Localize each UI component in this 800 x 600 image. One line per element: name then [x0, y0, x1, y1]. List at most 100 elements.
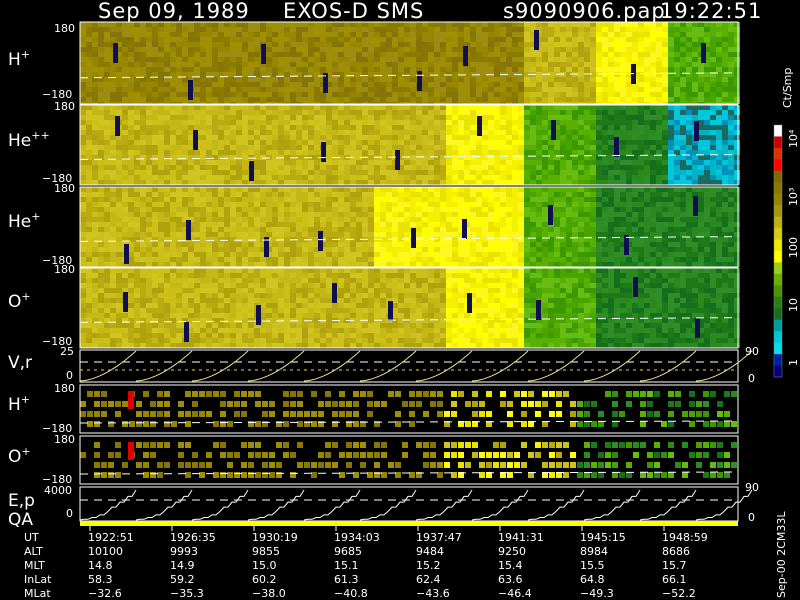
spectrogram-cell — [134, 197, 140, 202]
spectrogram-cell — [656, 37, 662, 42]
spectrogram-cell — [284, 197, 290, 202]
spectrogram-cell — [320, 27, 326, 32]
spectrogram-cell — [614, 57, 620, 62]
spectrogram-cell — [398, 92, 404, 97]
spectrogram-mark — [551, 120, 556, 140]
spectrogram-cell — [536, 192, 542, 197]
spectrogram-cell — [374, 170, 380, 175]
spectrogram-cell — [296, 202, 302, 207]
spectrogram-cell — [104, 120, 110, 125]
spectrogram-cell — [326, 32, 332, 37]
spectrogram-cell — [422, 42, 428, 47]
spectrogram-cell — [638, 155, 644, 160]
spectrogram-cell — [386, 105, 392, 110]
spectrogram-cell — [284, 32, 290, 37]
spectrogram-cell — [290, 170, 296, 175]
spectrogram-cell — [680, 130, 686, 135]
spectrogram-cell — [464, 202, 470, 207]
spectrogram-cell — [260, 192, 266, 197]
spectrogram-cell — [416, 252, 422, 257]
spectrogram-cell — [566, 67, 572, 72]
spectrogram-cell — [716, 125, 722, 130]
spectrogram-cell — [488, 42, 494, 47]
spectrogram-cell — [572, 202, 578, 207]
spectrogram-cell — [80, 62, 86, 67]
spectrogram-cell — [506, 180, 512, 185]
spectrogram-cell — [152, 155, 158, 160]
spectrogram-cell — [266, 120, 272, 125]
spectrogram-cell — [632, 37, 638, 42]
spectrogram-cell — [380, 165, 386, 170]
spectrogram-cell — [278, 175, 284, 180]
spectrogram-cell — [704, 82, 710, 87]
spectrogram-cell — [134, 37, 140, 42]
spectrogram-cell — [92, 72, 98, 77]
spectrogram-cell — [458, 97, 464, 102]
spectrogram-cell — [650, 170, 656, 175]
spectrogram-cell — [566, 105, 572, 110]
spectrogram-cell — [530, 217, 536, 222]
spectrogram-cell — [152, 237, 158, 242]
spectrogram-mark — [188, 80, 193, 100]
spectrogram-cell — [296, 62, 302, 67]
spectrogram-cell — [236, 22, 242, 27]
spectrogram-cell — [458, 247, 464, 252]
spectrogram-cell — [272, 72, 278, 77]
spectrogram-cell — [128, 232, 134, 237]
spectrogram-cell — [152, 180, 158, 185]
spectrogram-cell — [296, 212, 302, 217]
spectrogram-cell — [104, 32, 110, 37]
spectrogram-cell — [290, 22, 296, 27]
spectrogram-cell — [356, 187, 362, 192]
spectrogram-cell — [194, 110, 200, 115]
spectrogram-cell — [170, 175, 176, 180]
spectrogram-cell — [176, 87, 182, 92]
spectrogram-cell — [476, 242, 482, 247]
spectrogram-cell — [452, 207, 458, 212]
spectrogram-cell — [452, 192, 458, 197]
spectrogram-cell — [518, 102, 524, 104]
spectrogram-cell — [296, 37, 302, 42]
spectrogram-cell — [134, 227, 140, 232]
spectrogram-cell — [296, 67, 302, 72]
spectrogram-cell — [266, 67, 272, 72]
spectrogram-cell — [284, 77, 290, 82]
spectrogram-cell — [236, 202, 242, 207]
spectrogram-cell — [236, 82, 242, 87]
spectrogram-cell — [410, 165, 416, 170]
spectrogram-cell — [686, 180, 692, 185]
spectrogram-cell — [182, 165, 188, 170]
spectrogram-cell — [152, 262, 158, 267]
spectrogram-cell — [626, 37, 632, 42]
spectrogram-cell — [524, 160, 530, 165]
spectrogram-cell — [230, 232, 236, 237]
spectrogram-cell — [536, 120, 542, 125]
spectrogram-cell — [128, 115, 134, 120]
spectrogram-cell — [668, 82, 674, 87]
spectrogram-cell — [296, 262, 302, 267]
spectrogram-cell — [122, 145, 128, 150]
spectrogram-cell — [464, 67, 470, 72]
spectrogram-cell — [116, 180, 122, 185]
spectrogram-cell — [200, 92, 206, 97]
spectrogram-cell — [80, 135, 86, 140]
spectrogram-cell — [296, 115, 302, 120]
spectrogram-cell — [722, 150, 728, 155]
spectrogram-cell — [404, 150, 410, 155]
spectrogram-cell — [308, 180, 314, 185]
spectrogram-cell — [110, 67, 116, 72]
spectrogram-cell — [398, 87, 404, 92]
spectrogram-cell — [530, 125, 536, 130]
spectrogram-cell — [524, 82, 530, 87]
spectrogram-cell — [86, 175, 92, 180]
spectrogram-cell — [614, 92, 620, 97]
spectrogram-cell — [308, 202, 314, 207]
spectrogram-cell — [128, 77, 134, 82]
spectrogram-cell — [656, 130, 662, 135]
spectrogram-cell — [548, 27, 554, 32]
spectrogram-cell — [326, 97, 332, 102]
spectrogram-cell — [374, 102, 380, 104]
spectrogram-cell — [116, 187, 122, 192]
spectrogram-cell — [644, 37, 650, 42]
spectrogram-cell — [236, 120, 242, 125]
